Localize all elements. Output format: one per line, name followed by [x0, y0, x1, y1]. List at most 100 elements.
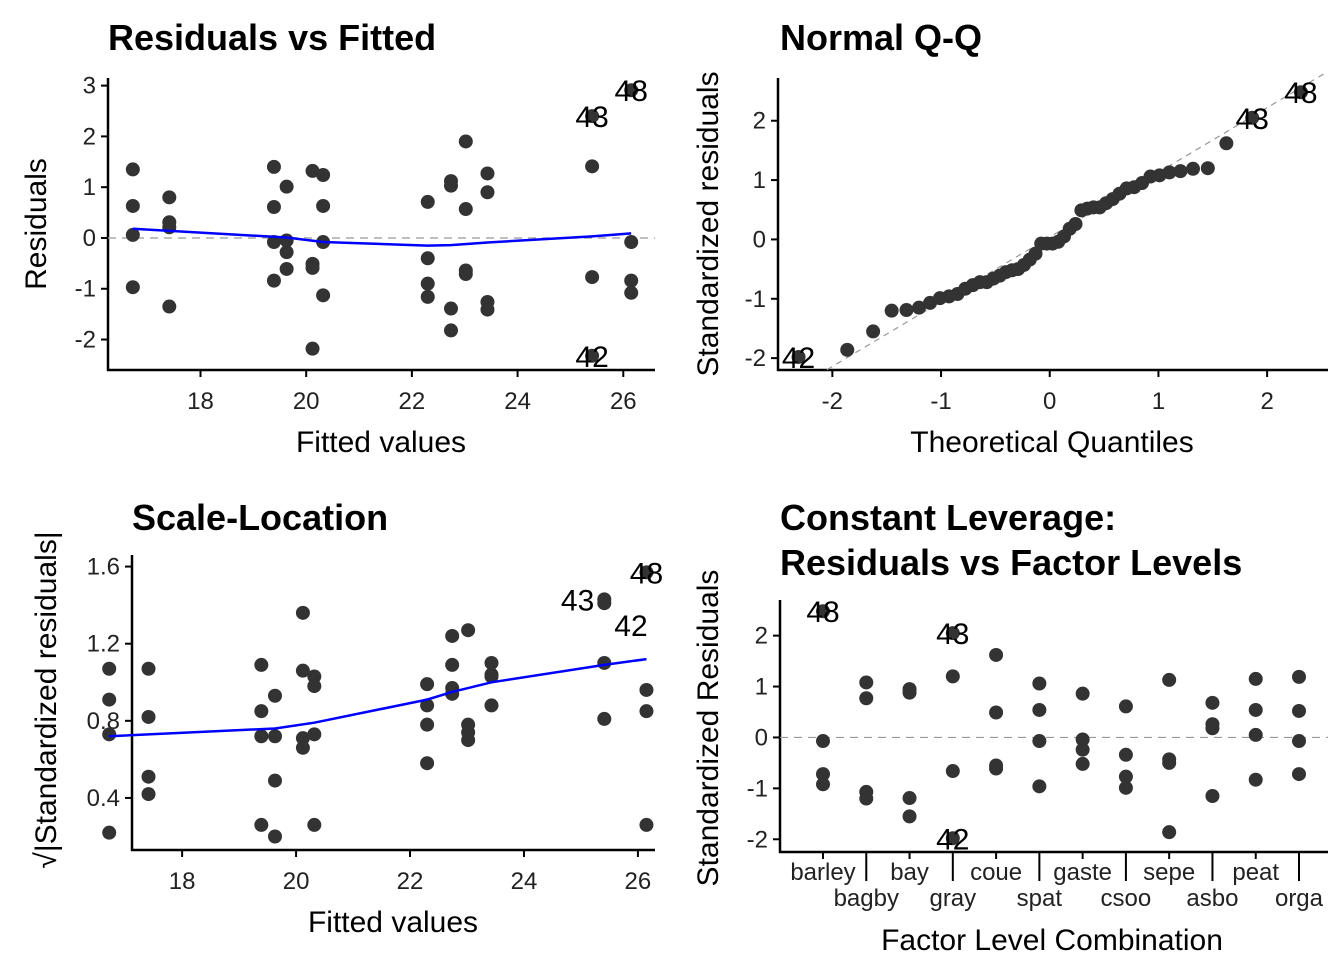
data-point	[1075, 686, 1090, 701]
data-point	[1032, 702, 1047, 717]
data-point	[585, 348, 600, 363]
data-point	[1219, 136, 1234, 151]
data-point	[266, 273, 281, 288]
data-point	[902, 791, 917, 806]
x-tick-label: spat	[1017, 885, 1063, 912]
data-point	[1292, 703, 1306, 718]
y-tick-label: 1.2	[87, 631, 120, 658]
point-label: 48	[615, 75, 648, 108]
point-label: 43	[575, 101, 608, 134]
data-point	[279, 179, 294, 194]
data-point	[639, 817, 654, 832]
data-point	[1292, 767, 1306, 782]
point-label: 42	[614, 610, 647, 643]
data-point	[316, 288, 331, 303]
data-point	[267, 829, 282, 844]
x-tick-label: 0	[1043, 388, 1056, 415]
data-point	[443, 178, 458, 193]
x-tick-label: gray	[929, 885, 976, 912]
x-tick-label: 18	[169, 868, 196, 895]
data-point	[1248, 727, 1263, 742]
data-point	[1068, 217, 1083, 231]
data-point	[1118, 747, 1133, 762]
data-point	[624, 285, 639, 300]
data-point	[141, 661, 156, 676]
data-point	[102, 825, 117, 840]
data-point	[816, 604, 830, 619]
y-tick-label: 1	[755, 674, 768, 701]
data-point	[899, 303, 914, 318]
data-point	[624, 273, 639, 288]
y-tick-label: -1	[75, 276, 96, 303]
data-point	[316, 198, 331, 213]
data-point	[125, 198, 140, 213]
data-point	[307, 817, 322, 832]
data-point	[1248, 702, 1263, 717]
y-tick-label: 0	[753, 226, 766, 253]
data-point	[945, 764, 960, 779]
x-tick-label: csoo	[1101, 885, 1152, 912]
data-point	[1162, 825, 1177, 840]
y-tick-label: -2	[75, 327, 96, 354]
smooth-line	[109, 657, 647, 738]
data-point	[639, 704, 654, 719]
data-point	[816, 734, 830, 749]
data-point	[484, 698, 499, 713]
data-point	[461, 717, 476, 732]
data-point	[816, 767, 830, 782]
data-point	[902, 685, 917, 700]
y-tick-label: 0.4	[87, 785, 120, 812]
data-point	[305, 163, 320, 178]
data-point	[295, 740, 310, 755]
data-point	[484, 655, 499, 670]
data-point	[295, 605, 310, 620]
data-point	[254, 704, 269, 719]
data-point	[585, 270, 600, 285]
y-tick-label: 0	[755, 724, 768, 751]
y-tick-label: 0	[83, 225, 96, 252]
data-point	[267, 688, 282, 703]
x-tick-label: barley	[790, 859, 855, 886]
x-tick-label: 1	[1152, 388, 1165, 415]
panel1-title: Residuals vs Fitted	[108, 17, 436, 58]
data-point	[420, 251, 435, 266]
data-point	[902, 809, 917, 824]
data-point	[1075, 756, 1090, 771]
panel2-xlabel: Theoretical Quantiles	[910, 426, 1193, 459]
data-point	[639, 565, 654, 580]
x-tick-label: peat	[1232, 859, 1279, 886]
smooth-line	[132, 227, 632, 247]
x-tick-label: 26	[625, 868, 652, 895]
data-point	[597, 596, 612, 611]
data-point	[445, 657, 460, 672]
data-point	[102, 727, 117, 742]
x-tick-label: 26	[610, 388, 637, 415]
data-point	[624, 235, 639, 250]
data-point	[989, 705, 1004, 720]
data-point	[458, 134, 473, 149]
panel3-ylabel: √|Standardized residuals|	[30, 531, 63, 868]
data-point	[945, 669, 960, 684]
data-point	[420, 276, 435, 291]
data-point	[162, 190, 177, 205]
data-point	[884, 303, 899, 318]
data-point	[295, 663, 310, 678]
data-point	[480, 166, 495, 181]
data-point	[266, 159, 281, 174]
data-point	[266, 235, 281, 250]
data-point	[307, 679, 322, 694]
y-tick-label: 1	[83, 174, 96, 201]
data-point	[639, 682, 654, 697]
data-point	[597, 711, 612, 726]
data-point	[585, 109, 600, 124]
data-point	[1075, 742, 1090, 757]
data-point	[295, 731, 310, 746]
point-label: 48	[1284, 77, 1317, 110]
data-point	[443, 323, 458, 338]
data-point	[859, 675, 874, 690]
y-tick-label: -1	[747, 775, 768, 802]
x-tick-label: asbo	[1186, 885, 1238, 912]
data-point	[1245, 110, 1260, 125]
data-point	[1205, 695, 1220, 710]
